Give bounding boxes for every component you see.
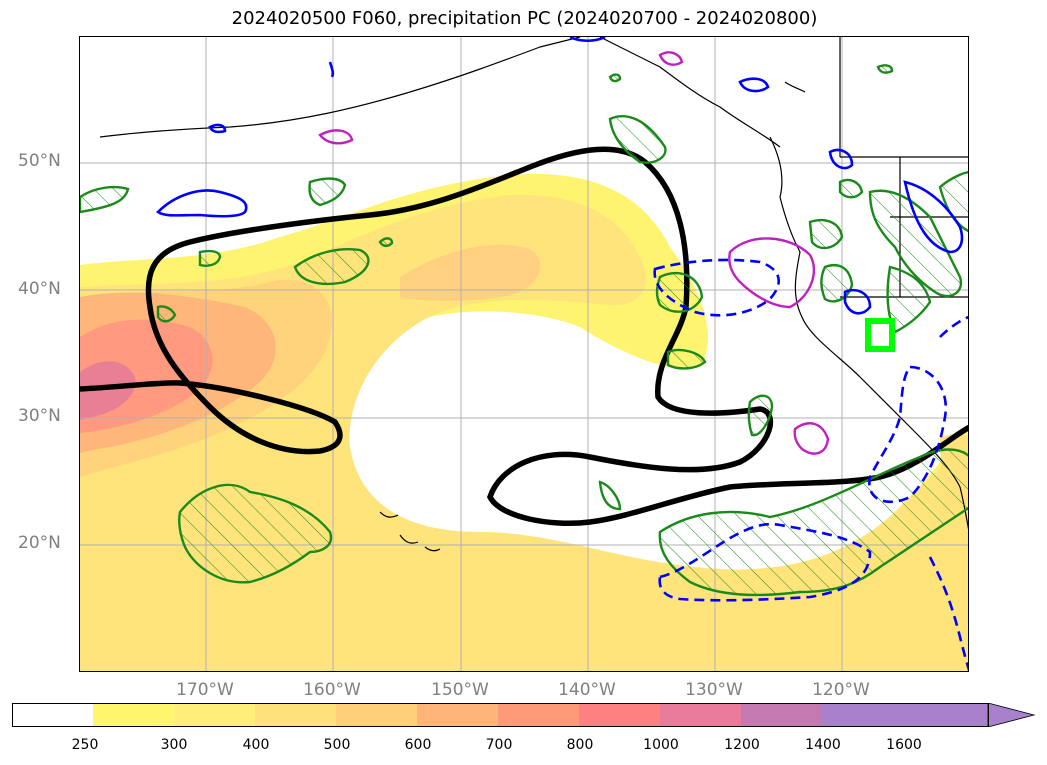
- lon-label-130w: 130°W: [685, 680, 743, 700]
- lon-label-120w: 120°W: [812, 680, 870, 700]
- colorbar-tick-700: 700: [485, 737, 513, 753]
- lon-label-150w: 150°W: [431, 680, 489, 700]
- blue-contours: [155, 37, 968, 671]
- lat-label-50n: 50°N: [18, 151, 61, 171]
- colorbar-segment: [903, 703, 988, 727]
- colorbar-segment: [336, 703, 417, 727]
- colorbar-tick-400: 400: [242, 737, 270, 753]
- colorbar: [12, 703, 1036, 727]
- lon-label-140w: 140°W: [558, 680, 616, 700]
- map-title: 2024020500 F060, precipitation PC (20240…: [231, 8, 818, 29]
- lon-label-170w: 170°W: [176, 680, 234, 700]
- colorbar-tick-600: 600: [404, 737, 432, 753]
- colorbar-segment: [417, 703, 498, 727]
- map-svg: [80, 37, 968, 671]
- colorbar-segment: [741, 703, 822, 727]
- lat-label-20n: 20°N: [18, 533, 61, 553]
- green-hatched-contours: [80, 64, 968, 597]
- colorbar-tick-250: 250: [71, 737, 99, 753]
- colorbar-tick-800: 800: [566, 737, 594, 753]
- colorbar-frame: [12, 703, 989, 727]
- colorbar-extend-arrow: [987, 703, 1036, 727]
- precipitation-fill: [80, 173, 968, 671]
- colorbar-tick-500: 500: [323, 737, 351, 753]
- colorbar-tick-1000: 1000: [643, 737, 679, 753]
- colorbar-segment: [255, 703, 336, 727]
- magenta-contours: [318, 51, 830, 455]
- lat-label-30n: 30°N: [18, 406, 61, 426]
- colorbar-segment: [93, 703, 174, 727]
- precip-band-500: [400, 244, 541, 301]
- colorbar-segment: [822, 703, 903, 727]
- lime-highlight-box: [865, 318, 895, 352]
- colorbar-segment: [12, 703, 93, 727]
- colorbar-segment: [498, 703, 579, 727]
- colorbar-segments: [12, 703, 988, 727]
- colorbar-tick-1400: 1400: [805, 737, 841, 753]
- precip-band-1000: [80, 361, 136, 420]
- thick-black-contour: [80, 146, 968, 527]
- lat-label-40n: 40°N: [18, 279, 61, 299]
- map-panel[interactable]: [79, 36, 969, 672]
- colorbar-segment: [579, 703, 660, 727]
- colorbar-tick-1600: 1600: [886, 737, 922, 753]
- colorbar-tick-300: 300: [160, 737, 188, 753]
- lon-label-160w: 160°W: [303, 680, 361, 700]
- colorbar-tick-1200: 1200: [724, 737, 760, 753]
- colorbar-segment: [660, 703, 741, 727]
- colorbar-segment: [174, 703, 255, 727]
